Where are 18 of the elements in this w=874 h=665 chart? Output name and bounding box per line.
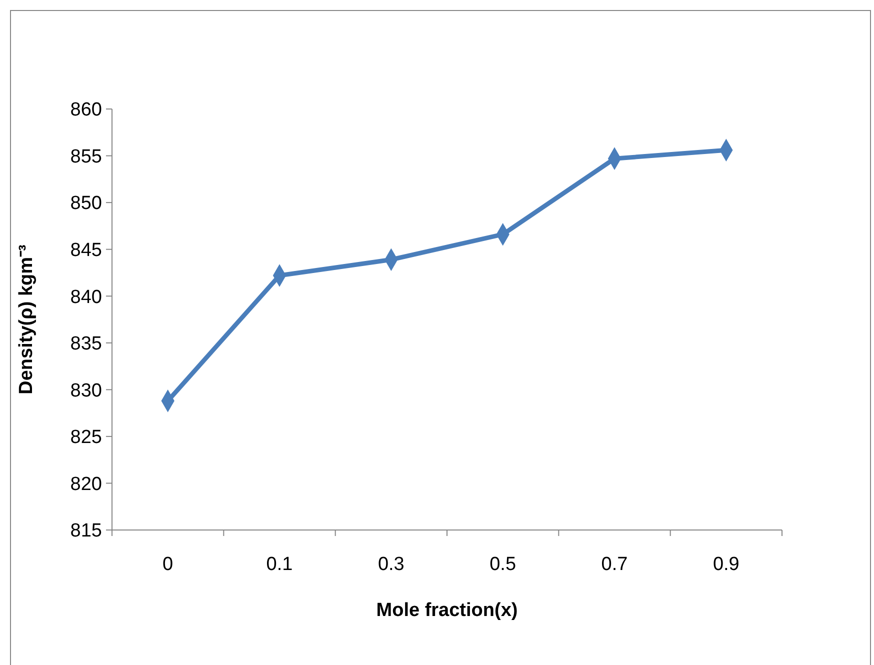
x-tick-label: 0.7	[601, 554, 628, 575]
y-tick-label: 850	[70, 193, 102, 214]
x-axis-title: Mole fraction(x)	[376, 600, 518, 621]
y-tick-label: 835	[70, 334, 102, 355]
y-tick-label: 825	[70, 427, 102, 448]
y-tick-label: 830	[70, 380, 102, 402]
x-tick-label: 0.5	[490, 554, 516, 575]
y-tick-label: 845	[70, 240, 102, 261]
y-tick-label: 855	[70, 146, 102, 168]
y-tick-label: 820	[70, 474, 102, 495]
y-tick-label: 860	[70, 100, 102, 121]
x-tick-label: 0.3	[378, 554, 404, 575]
x-tick-label: 0	[162, 554, 174, 575]
x-tick-label: 0.1	[266, 554, 293, 575]
y-tick-label: 840	[70, 286, 102, 308]
x-tick-label: 0.9	[712, 554, 740, 575]
y-axis-title: Density(ρ) kgm⁻³	[16, 244, 37, 394]
y-tick-label: 815	[70, 520, 102, 542]
